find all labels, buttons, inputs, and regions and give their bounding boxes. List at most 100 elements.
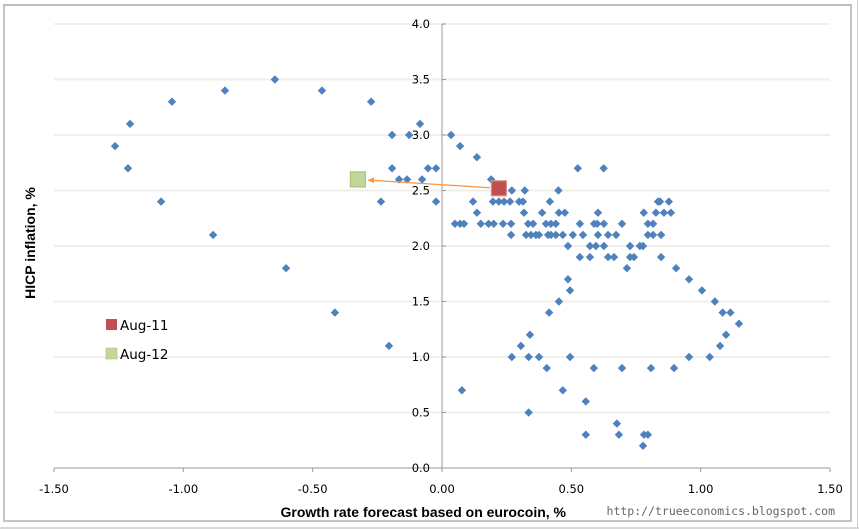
data-point bbox=[656, 252, 666, 262]
data-point bbox=[459, 219, 469, 228]
data-point bbox=[468, 197, 478, 206]
data-point bbox=[551, 219, 561, 228]
x-tick-label: -1.00 bbox=[168, 482, 198, 496]
data-point bbox=[617, 363, 627, 373]
data-point bbox=[546, 230, 556, 240]
data-point bbox=[664, 197, 674, 206]
data-point bbox=[585, 241, 595, 251]
data-point bbox=[671, 264, 681, 273]
x-tick-label: 1.50 bbox=[817, 482, 843, 496]
data-point bbox=[638, 241, 648, 251]
data-point bbox=[643, 430, 653, 439]
legend-swatch-aug-11 bbox=[106, 319, 117, 330]
data-point bbox=[423, 164, 433, 173]
data-point bbox=[525, 330, 535, 339]
data-point bbox=[472, 153, 482, 162]
data-point bbox=[609, 252, 619, 262]
data-point bbox=[554, 297, 564, 306]
data-point-aug-12 bbox=[349, 171, 367, 188]
data-point bbox=[573, 164, 582, 173]
data-point bbox=[575, 252, 585, 262]
data-point bbox=[563, 241, 573, 251]
data-point bbox=[457, 386, 467, 395]
data-point bbox=[546, 219, 556, 228]
x-tick-label: 0.50 bbox=[559, 482, 585, 496]
data-point bbox=[639, 208, 648, 217]
data-point bbox=[560, 208, 570, 217]
data-point bbox=[167, 97, 177, 106]
data-point bbox=[643, 219, 653, 228]
data-point bbox=[542, 363, 551, 373]
data-point bbox=[494, 197, 504, 206]
data-point bbox=[593, 208, 603, 217]
data-point bbox=[537, 208, 547, 217]
data-point bbox=[123, 164, 133, 173]
data-point bbox=[643, 230, 653, 240]
data-point bbox=[603, 252, 613, 262]
data-point bbox=[317, 86, 327, 95]
x-tick-labels: -1.50 -1.00 -0.50 0.00 0.50 1.00 1.50 bbox=[39, 482, 843, 496]
legend-swatch-aug-12 bbox=[105, 347, 118, 360]
data-point bbox=[450, 219, 460, 228]
data-point bbox=[614, 430, 624, 439]
y-tick-labels: 0.0 0.5 1.0 1.5 2.0 2.5 3.0 3.5 4.0 bbox=[412, 17, 430, 475]
annotations bbox=[367, 177, 490, 189]
data-point bbox=[611, 230, 621, 240]
legend-label-aug-11: Aug-11 bbox=[120, 318, 168, 334]
data-point bbox=[684, 352, 694, 362]
data-point bbox=[599, 219, 609, 228]
data-point bbox=[612, 419, 622, 428]
data-point bbox=[666, 208, 676, 217]
x-tick-label: -0.50 bbox=[298, 482, 328, 496]
data-point bbox=[544, 308, 554, 317]
data-point bbox=[718, 308, 727, 317]
data-point bbox=[472, 208, 482, 217]
data-point bbox=[376, 197, 386, 206]
data-point-aug-11 bbox=[490, 180, 508, 197]
data-point bbox=[622, 264, 632, 273]
data-point bbox=[648, 219, 658, 228]
x-tick-label: 1.00 bbox=[688, 482, 714, 496]
data-point bbox=[431, 164, 441, 173]
data-point bbox=[125, 119, 135, 129]
data-point bbox=[705, 352, 714, 362]
data-point bbox=[625, 241, 635, 251]
y-tick-label: 1.5 bbox=[412, 295, 430, 309]
data-point bbox=[565, 352, 575, 362]
data-point bbox=[603, 230, 613, 240]
data-point bbox=[534, 352, 544, 362]
data-point bbox=[558, 230, 567, 240]
data-point bbox=[489, 219, 498, 228]
data-point bbox=[484, 219, 493, 228]
axes bbox=[53, 23, 831, 472]
data-point bbox=[520, 186, 529, 195]
data-point bbox=[402, 175, 412, 184]
credit-url: http://trueeconomics.blogspot.com bbox=[607, 504, 836, 518]
data-point bbox=[220, 86, 230, 95]
y-tick-label: 1.0 bbox=[412, 350, 430, 364]
data-point bbox=[455, 141, 465, 151]
data-point bbox=[524, 408, 533, 417]
data-point bbox=[506, 230, 516, 240]
data-point bbox=[554, 208, 564, 217]
data-point bbox=[387, 164, 397, 173]
data-point bbox=[599, 164, 608, 173]
data-point bbox=[507, 186, 517, 195]
data-point bbox=[516, 341, 526, 351]
data-point bbox=[578, 230, 588, 240]
arrow-head bbox=[367, 177, 375, 184]
x-tick-label: -1.50 bbox=[39, 482, 69, 496]
data-point bbox=[585, 252, 595, 262]
data-point bbox=[551, 230, 561, 240]
data-point bbox=[545, 197, 555, 206]
data-point bbox=[417, 175, 427, 184]
data-point bbox=[721, 330, 731, 339]
data-point bbox=[710, 297, 720, 306]
data-point bbox=[499, 197, 509, 206]
data-point bbox=[629, 252, 639, 262]
data-point bbox=[563, 275, 573, 284]
data-point bbox=[518, 197, 528, 206]
data-point bbox=[599, 241, 609, 251]
data-point bbox=[415, 119, 425, 129]
data-point bbox=[270, 75, 280, 84]
